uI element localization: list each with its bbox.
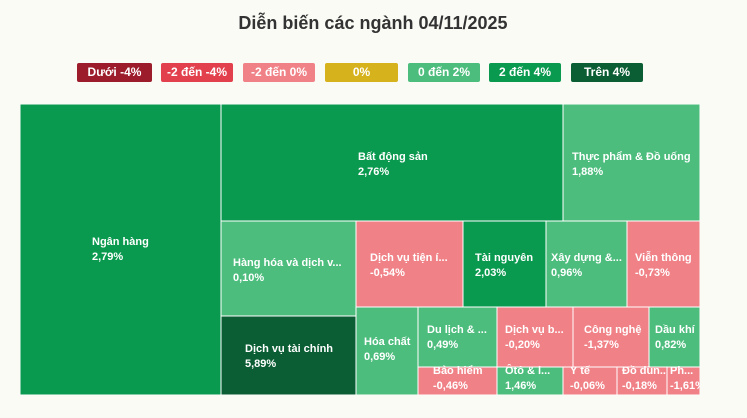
tile-name: Viễn thông — [635, 251, 692, 264]
tile — [562, 104, 700, 222]
tile-value: 1,46% — [505, 380, 536, 392]
tile-name: Bảo hiểm — [433, 365, 483, 377]
tile — [417, 366, 498, 395]
tile-value: -1,61% — [670, 380, 705, 392]
tile-name: Hóa chất — [364, 336, 411, 348]
chart-title: Diễn biến các ngành 04/11/2025 — [238, 12, 507, 33]
tile-value: 2,76% — [358, 166, 389, 178]
legend-swatch — [325, 63, 398, 82]
tile-name: Du lịch & ... — [427, 324, 487, 336]
tile — [666, 366, 700, 395]
tile — [572, 306, 650, 368]
tile — [220, 315, 357, 395]
tile-value: 0,96% — [551, 267, 582, 279]
legend-swatch — [77, 63, 152, 82]
tile-value: -0,54% — [370, 267, 405, 279]
legend-swatch — [243, 63, 315, 82]
tile — [562, 366, 618, 395]
legend-label: Dưới -4% — [88, 65, 142, 79]
tile-name: Dầu khí — [655, 324, 696, 336]
tile-value: -1,37% — [584, 339, 619, 351]
tile-name: Ôtô & l... — [505, 364, 550, 377]
tile-value: 0,10% — [233, 272, 264, 284]
tile-value: 2,03% — [475, 267, 506, 279]
legend-label: -2 đến 0% — [251, 65, 307, 79]
tile-name: Dịch vụ tài chính — [245, 343, 333, 355]
tile-name: Thực phẩm & Đồ uống — [572, 151, 691, 163]
tile — [496, 366, 564, 395]
tile-name: Ngân hàng — [92, 236, 149, 248]
legend-label: 2 đến 4% — [499, 65, 551, 79]
legend-swatch — [161, 63, 233, 82]
tile-name: Xây dựng &... — [551, 252, 622, 264]
tile-name: Ph... — [670, 365, 693, 377]
tile-name: Bất động sản — [358, 151, 428, 163]
tile — [355, 306, 419, 395]
tile-value: -0,73% — [635, 267, 670, 279]
tile-value: -0,20% — [505, 339, 540, 351]
tile — [496, 306, 574, 368]
legend-label: -2 đến -4% — [167, 65, 227, 79]
tile-name: Y tế — [570, 365, 591, 377]
legend-swatch — [489, 63, 561, 82]
tile-name: Dịch vụ tiện í... — [370, 252, 448, 264]
tile — [355, 220, 464, 308]
tile — [20, 104, 222, 395]
tile-name: Đồ dùn... — [622, 365, 669, 377]
tile — [616, 366, 668, 395]
legend-label: 0 đến 2% — [418, 65, 470, 79]
tile-value: 0,82% — [655, 339, 686, 351]
tile — [648, 306, 700, 368]
legend-swatch — [408, 63, 480, 82]
tile-name: Tài nguyên — [475, 252, 533, 264]
legend-label: 0% — [353, 65, 371, 79]
tile — [545, 220, 628, 308]
legend-label: Trên 4% — [584, 65, 630, 79]
tile-value: -0,18% — [622, 380, 657, 392]
tile-value: 0,49% — [427, 339, 458, 351]
legend-swatch — [571, 63, 643, 82]
tile-name: Dịch vụ b... — [505, 324, 564, 336]
tile-value: 0,69% — [364, 351, 395, 363]
tile-value: 5,89% — [245, 358, 276, 370]
tile-value: -0,46% — [433, 380, 468, 392]
tile-name: Công nghệ — [584, 324, 641, 336]
tile — [417, 306, 498, 368]
treemap: Ngân hàng 2,79% Bất động sản 2,76% Thực phẩm… — [20, 104, 705, 395]
tile-name: Hàng hóa và dịch v... — [233, 257, 342, 269]
tile — [462, 220, 547, 308]
tile — [220, 104, 564, 222]
tile — [626, 220, 700, 308]
tile-value: 2,79% — [92, 251, 123, 263]
tile-value: 1,88% — [572, 166, 603, 178]
tile-value: -0,06% — [570, 380, 605, 392]
